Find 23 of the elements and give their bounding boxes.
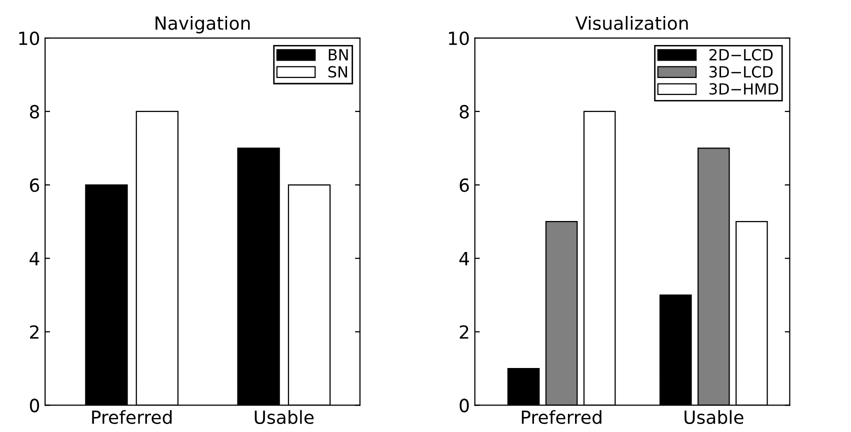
y-tick-label: 10	[19, 31, 40, 46]
y-tick-label: 6	[460, 178, 469, 192]
legend-label: 2D−LCD	[709, 48, 773, 61]
y-tick-label: 10	[449, 31, 469, 46]
y-tick-label: 2	[30, 325, 38, 339]
y-tick-label: 8	[460, 104, 469, 119]
legend-label: SN	[328, 66, 347, 78]
y-tick-label: 6	[30, 178, 40, 192]
x-tick-label: Preferred	[92, 410, 172, 424]
legend-label: 3D−LCD	[709, 66, 773, 78]
legend-label: BN	[328, 49, 348, 60]
y-tick-label: 4	[459, 252, 469, 266]
y-tick-label: 2	[460, 325, 468, 339]
y-tick-label: 0	[460, 398, 469, 412]
chart-title: Visualization	[575, 16, 688, 30]
x-tick-label: Preferred	[522, 410, 602, 424]
x-tick-label: Usable	[254, 410, 314, 424]
x-tick-label: Usable	[684, 410, 744, 424]
legend-label: 3D−HMD	[709, 83, 778, 95]
y-tick-label: 4	[30, 252, 40, 266]
y-tick-label: 8	[30, 104, 40, 119]
y-tick-label: 0	[30, 398, 40, 412]
chart-title: Navigation	[156, 16, 250, 34]
